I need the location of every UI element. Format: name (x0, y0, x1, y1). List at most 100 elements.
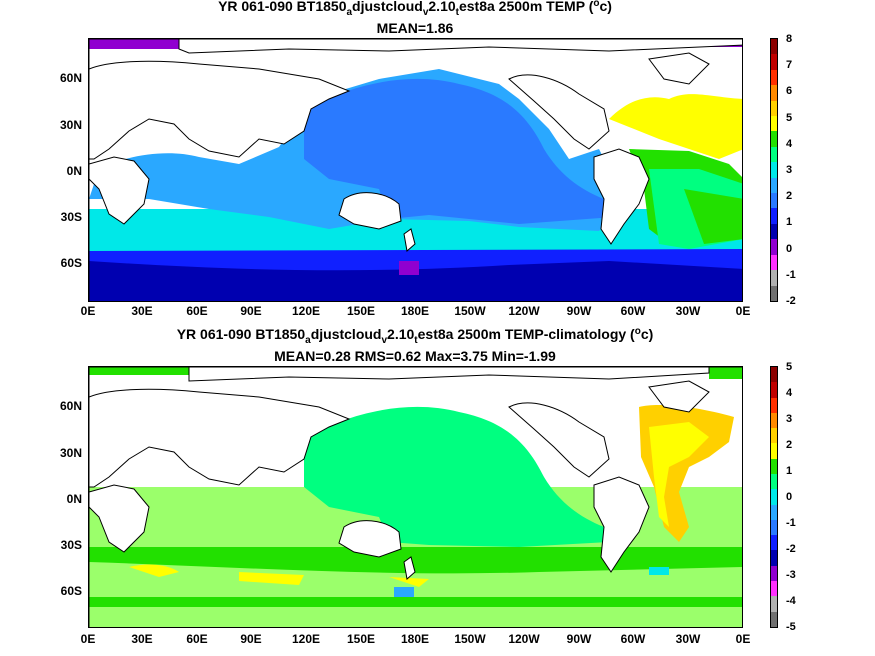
panel2-xtick: 150W (454, 632, 486, 646)
colorbar-label: -4 (786, 595, 796, 607)
colorbar-swatch (771, 504, 777, 520)
panel2-xtick: 90W (566, 632, 592, 646)
colorbar-label: -2 (786, 543, 796, 555)
title-sub: t (414, 335, 418, 346)
colorbar-swatch (771, 146, 777, 163)
panel2-map-svg (89, 367, 742, 627)
colorbar-swatch (771, 69, 777, 86)
colorbar-label: 5 (786, 111, 793, 124)
title-sub: a (346, 7, 353, 18)
colorbar-swatch (771, 519, 777, 536)
title-text: 2.10 (387, 326, 415, 342)
colorbar-swatch (771, 254, 777, 271)
panel1-xtick: 150E (346, 304, 376, 318)
title-sub: a (305, 335, 311, 346)
colorbar-label: 3 (786, 413, 793, 425)
panel1-xtick: 90E (240, 304, 262, 318)
panel1-xtick: 120W (508, 304, 540, 318)
panel2-ytick-0N: 0N (66, 492, 82, 506)
panel2-xtick: 150E (346, 632, 376, 646)
colorbar-swatch (771, 412, 777, 429)
colorbar-swatch (771, 367, 777, 383)
title-sub: v (381, 335, 388, 346)
panel2-xtick: 60E (186, 632, 208, 646)
colorbar-label: 1 (786, 465, 793, 477)
panel2-xtick: 90E (240, 632, 262, 646)
panel2-xtick: 0E (735, 632, 751, 646)
panel1-xtick: 150W (454, 304, 486, 318)
panel2-xtick: 120W (508, 632, 540, 646)
panel2-xtick: 120E (291, 632, 321, 646)
colorbar-swatch (771, 382, 777, 398)
colorbar-swatch (771, 580, 777, 597)
colorbar-swatch (771, 177, 777, 194)
panel2-ytick-60N: 60N (59, 399, 82, 413)
colorbar-swatch (771, 443, 777, 459)
title-text: YR 061-090 BT1850 (176, 326, 306, 342)
colorbar-swatch (771, 489, 777, 505)
panel1-ytick-0N: 0N (66, 164, 82, 178)
colorbar-swatch (771, 116, 777, 132)
colorbar-label: 1 (786, 216, 793, 229)
panel2-ytick-30S: 30S (60, 538, 82, 552)
colorbar-label: 4 (786, 387, 793, 399)
colorbar-swatch (771, 85, 777, 101)
panel2-xtick: 60W (620, 632, 646, 646)
title-sup: o (634, 326, 641, 337)
panel1-ytick-30S: 30S (60, 210, 82, 224)
colorbar-swatch (771, 611, 777, 627)
panel1-xtick: 120E (291, 304, 321, 318)
panel2-stats: MEAN=0.28 RMS=0.62 Max=3.75 Min=-1.99 (274, 348, 556, 364)
panel2-xtick: 0E (80, 632, 96, 646)
panel1-colorbar (770, 38, 778, 302)
colorbar-label: -1 (786, 268, 796, 281)
colorbar-swatch (771, 239, 777, 255)
title-text: est8a 2500m TEMP-climatology ( (417, 326, 635, 342)
panel1-ytick-30N: 30N (59, 118, 82, 132)
panel1-xtick: 30W (675, 304, 701, 318)
panel1-xtick: 30E (131, 304, 153, 318)
panel1-map-svg (89, 39, 742, 301)
colorbar-swatch (771, 458, 777, 474)
panel1-xtick: 0E (80, 304, 96, 318)
colorbar-label: -5 (786, 621, 796, 633)
colorbar-swatch (771, 550, 777, 566)
panel2-xtick: 180E (400, 632, 430, 646)
colorbar-label: 6 (786, 85, 793, 98)
panel1-xtick: 90W (566, 304, 592, 318)
colorbar-label: 7 (786, 59, 793, 72)
continents (89, 39, 742, 252)
continents (89, 367, 710, 580)
colorbar-swatch (771, 131, 777, 147)
title-text: c) (599, 0, 612, 14)
panel2-colorbar (770, 366, 778, 628)
panel1-xtick: 60E (186, 304, 208, 318)
colorbar-swatch (771, 162, 777, 178)
panel2-xtick: 30E (131, 632, 153, 646)
panel1-title: YR 061-090 BT1850adjustcloudv2.10test8a … (0, 0, 830, 18)
colorbar-swatch (771, 208, 777, 224)
title-text: 2.10 (428, 0, 456, 14)
colorbar-label: -1 (786, 517, 796, 529)
colorbar-swatch (771, 535, 777, 551)
panel1-xtick: 0E (735, 304, 751, 318)
panel1-map (88, 38, 743, 302)
title-text: djustcloud (352, 0, 423, 14)
colorbar-label: -2 (786, 295, 796, 307)
colorbar-swatch (771, 473, 777, 490)
colorbar-swatch (771, 223, 777, 240)
title-sub: t (455, 7, 459, 18)
colorbar-swatch (771, 193, 777, 209)
colorbar-swatch (771, 285, 777, 301)
colorbar-swatch (771, 54, 777, 70)
colorbar-label: 2 (786, 190, 793, 203)
title-text: YR 061-090 BT1850 (218, 0, 347, 14)
colorbar-label: -3 (786, 569, 796, 581)
panel1-ytick-60N: 60N (59, 71, 82, 85)
colorbar-label: 3 (786, 164, 793, 176)
panel1-xtick: 180E (400, 304, 430, 318)
colorbar-swatch (771, 39, 777, 55)
panel1-xtick: 60W (620, 304, 646, 318)
panel1-stats: MEAN=1.86 (376, 20, 454, 36)
title-text: est8a 2500m TEMP ( (458, 0, 594, 14)
